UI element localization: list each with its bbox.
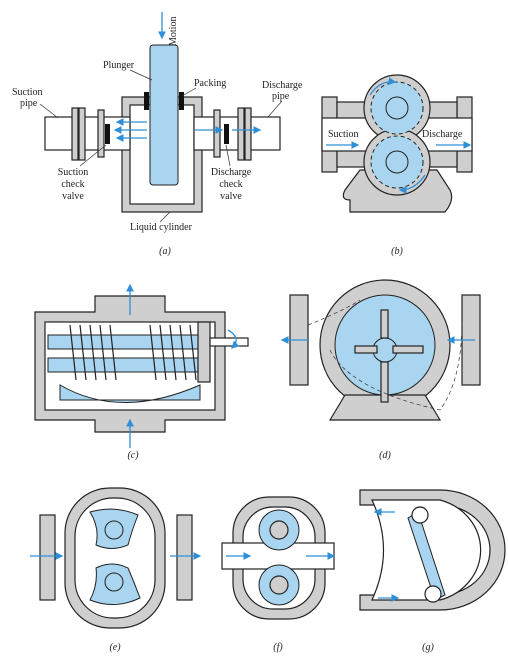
shape xyxy=(224,124,229,144)
leader-line xyxy=(267,100,283,118)
shape xyxy=(385,150,409,174)
label: pipe xyxy=(20,98,38,109)
label: Discharge xyxy=(422,129,463,140)
panel-d: (d) xyxy=(280,279,481,461)
caption: (c) xyxy=(127,450,139,461)
shape xyxy=(209,337,249,347)
label: Suction xyxy=(328,129,359,140)
shape xyxy=(149,44,179,186)
shape xyxy=(269,520,289,540)
shape xyxy=(97,109,105,158)
leader-line xyxy=(39,103,59,119)
leader-line xyxy=(159,211,171,223)
flow-arrow xyxy=(398,174,426,194)
shape xyxy=(47,334,199,350)
shape xyxy=(71,107,79,161)
shape xyxy=(193,116,281,151)
caption: (a) xyxy=(159,246,171,257)
leader-line xyxy=(307,299,463,411)
label: Suction xyxy=(58,167,89,178)
caption: (f) xyxy=(273,642,283,653)
shape xyxy=(197,321,211,383)
panel-c: (c) xyxy=(34,283,249,461)
shape xyxy=(237,107,245,161)
label: Packing xyxy=(194,78,226,89)
label: Suction xyxy=(12,87,43,98)
shape xyxy=(354,309,424,403)
shape xyxy=(354,345,378,354)
panel-e: (e) xyxy=(30,487,202,653)
shape xyxy=(424,585,442,603)
leader-line xyxy=(129,69,153,81)
leader-line xyxy=(79,144,107,167)
label: Motion xyxy=(168,17,179,46)
flow-arrow xyxy=(369,77,397,96)
shape xyxy=(411,506,429,524)
leader-line xyxy=(225,144,231,167)
label: pipe xyxy=(272,91,290,102)
shape xyxy=(69,324,197,381)
shape xyxy=(144,92,149,110)
label: Discharge xyxy=(262,80,303,91)
panel-b: Suction Discharge (b) xyxy=(321,74,473,257)
leader-line xyxy=(181,87,197,97)
panel-a: Motion Plunger Packing Suction pipe Disc… xyxy=(12,12,303,257)
shape xyxy=(385,96,409,120)
shape xyxy=(269,575,289,595)
shape xyxy=(392,345,424,354)
shape xyxy=(328,394,442,421)
shape xyxy=(244,107,252,161)
label: valve xyxy=(220,191,242,202)
label: check xyxy=(61,179,84,190)
label: Plunger xyxy=(103,60,135,71)
shape xyxy=(380,309,389,339)
flow-arrow xyxy=(227,329,240,349)
shape xyxy=(78,107,86,161)
label: check xyxy=(219,179,242,190)
shape xyxy=(39,514,56,601)
label: Discharge xyxy=(211,167,252,178)
shape xyxy=(69,324,197,381)
shape xyxy=(105,124,110,144)
caption: (d) xyxy=(379,450,391,461)
shape xyxy=(213,109,221,158)
panel-g: (g) xyxy=(359,489,506,653)
caption: (b) xyxy=(391,246,403,257)
label: Liquid cylinder xyxy=(130,222,193,233)
shape xyxy=(380,361,389,403)
shape xyxy=(176,514,193,601)
panel-f: (f) xyxy=(221,496,336,653)
caption: (e) xyxy=(109,642,121,653)
shape xyxy=(179,92,184,110)
shape xyxy=(104,520,124,540)
label: valve xyxy=(62,191,84,202)
shape xyxy=(104,572,124,592)
caption: (g) xyxy=(422,642,434,653)
shape xyxy=(59,384,201,403)
